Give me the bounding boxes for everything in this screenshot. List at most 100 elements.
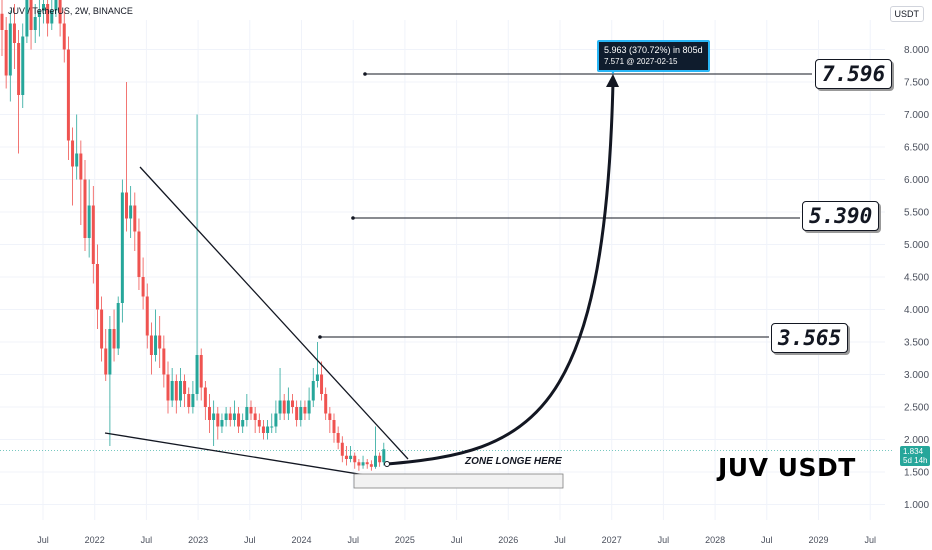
candle-body [286,400,290,414]
candle-body [29,0,33,30]
x-tick-label: Jul [244,535,256,545]
candle-body [195,355,199,394]
candle-body [12,23,16,43]
y-tick-label: 5.000 [904,240,929,251]
y-tick-label: 5.500 [904,208,929,219]
candle-body [315,374,319,381]
zone-label: ZONE LONGE HERE [465,456,562,467]
candle-body [257,420,261,427]
candle-body [104,348,108,375]
x-tick-label: 2029 [808,535,828,545]
candle-body [8,23,12,76]
candle-body [166,374,170,401]
candle-body [37,10,41,17]
candle-body [220,420,224,427]
candle-body [353,455,357,463]
candle-body [42,4,45,11]
candle-body [374,455,377,467]
candle-body [54,0,58,11]
candle-body [311,381,315,401]
candle-body [91,205,95,264]
x-tick-label: Jul [554,535,566,545]
x-tick-label: 2026 [498,535,518,545]
y-tick-label: 3.500 [904,338,929,349]
x-tick-label: Jul [37,535,49,545]
candle-body [241,420,245,427]
level-label-2: 5.390 [802,201,880,231]
x-tick-label: Jul [761,535,773,545]
candle-body [187,394,191,407]
candle-body [149,335,153,355]
candle-body [25,0,29,37]
candle-body [266,426,270,433]
candle-body [58,0,62,24]
candle-body [224,413,228,420]
projection-sub-label: 7.571 @ 2027-02-15 [604,57,678,66]
candle-body [125,192,128,219]
x-tick-label: Jul [141,535,153,545]
trendline-drawings [104,68,812,489]
candle-body [270,426,274,428]
y-tick-label: 4.000 [904,305,929,316]
candle-body [75,153,79,167]
candle-body [307,400,311,414]
symbol-header: JUV / TetherUS, 2W, BINANCE [8,6,133,16]
y-tick-label: 8.000 [904,45,929,56]
candle-body [382,449,386,463]
candle-body [108,329,112,375]
candle-body [203,387,207,407]
level-line-dot [318,335,322,339]
candle-body [170,381,174,401]
candle-body [95,264,99,310]
candle-body [344,455,348,459]
y-tick-label: 7.500 [904,78,929,89]
candle-body [253,413,257,420]
candle-body [365,462,369,465]
ticker-label: JUV USDT [718,453,856,482]
candle-body [324,394,328,414]
candles-clipped [0,0,386,471]
candle-body [212,413,216,420]
candle-body [332,420,336,433]
projection-curve [386,81,615,466]
candle-body [208,407,211,420]
candle-body [46,4,50,24]
candle-body [274,413,278,427]
candle-body [137,231,141,277]
candle-body [62,23,66,50]
candle-body [4,30,8,76]
candle-body [145,296,149,336]
y-tick-label: 2.500 [904,403,929,414]
x-tick-label: Jul [451,535,463,545]
candle-body [87,205,91,238]
candle-body [328,413,332,420]
candle-body [278,400,282,414]
y-axis-ticks: 1.000 1.500 2.000 2.500 3.000 3.500 4.000 4.500… [904,45,929,511]
candle-body [83,179,87,238]
countdown-value: 5d 14h [903,456,928,465]
long-zone-box [353,473,564,489]
y-tick-label: 1.500 [904,468,929,479]
candle-body [357,462,361,466]
candle-body [237,413,241,427]
candle-body [320,374,324,394]
candlestick-series [0,0,386,471]
level-label-3: 7.596 [815,59,893,89]
chart-grid [0,20,893,520]
candle-body [154,335,158,355]
candle-body [336,433,340,443]
x-tick-label: 2022 [85,535,105,545]
y-tick-label: 7.000 [904,110,929,121]
candle-body [361,462,365,466]
projection-callout: 5.963 (370.72%) in 805d 7.571 @ 2027-02-… [597,40,710,72]
last-price-value: 1.834 [903,447,924,456]
candle-body [369,464,373,467]
candle-body [245,407,249,420]
x-tick-label: 2023 [188,535,208,545]
x-tick-label: 2025 [395,535,415,545]
candle-body [228,413,232,420]
candle-body [129,205,133,219]
y-tick-label: 4.500 [904,273,929,284]
candle-body [112,329,116,349]
